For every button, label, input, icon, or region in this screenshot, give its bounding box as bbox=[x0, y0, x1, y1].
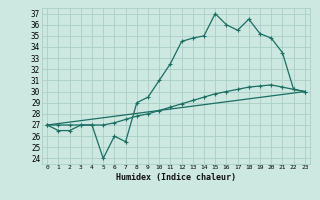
X-axis label: Humidex (Indice chaleur): Humidex (Indice chaleur) bbox=[116, 173, 236, 182]
